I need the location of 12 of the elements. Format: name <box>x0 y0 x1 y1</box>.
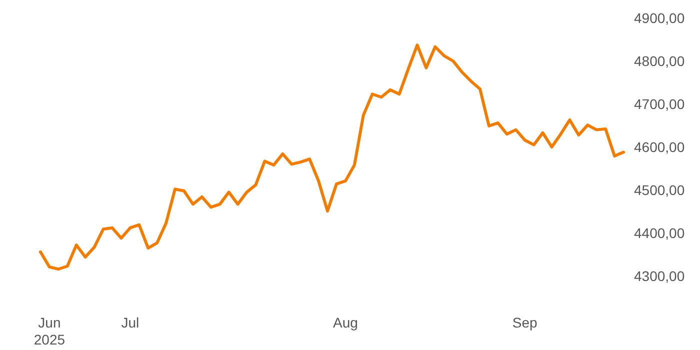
x-tick-label: Sep <box>512 314 538 330</box>
y-tick-label: 4400,00 <box>634 225 685 241</box>
y-tick-label: 4700,00 <box>634 96 685 112</box>
y-tick-label: 4900,00 <box>634 10 685 26</box>
x-tick-label: Aug <box>332 314 358 330</box>
y-tick-label: 4500,00 <box>634 182 685 198</box>
y-tick-label: 4300,00 <box>634 268 685 284</box>
x-tick-label: Jul <box>121 314 140 330</box>
line-series <box>38 44 626 271</box>
y-tick-label: 4800,00 <box>634 53 685 69</box>
x-tick-label: Jun 2025 <box>34 314 66 348</box>
y-tick-label: 4600,00 <box>634 139 685 155</box>
